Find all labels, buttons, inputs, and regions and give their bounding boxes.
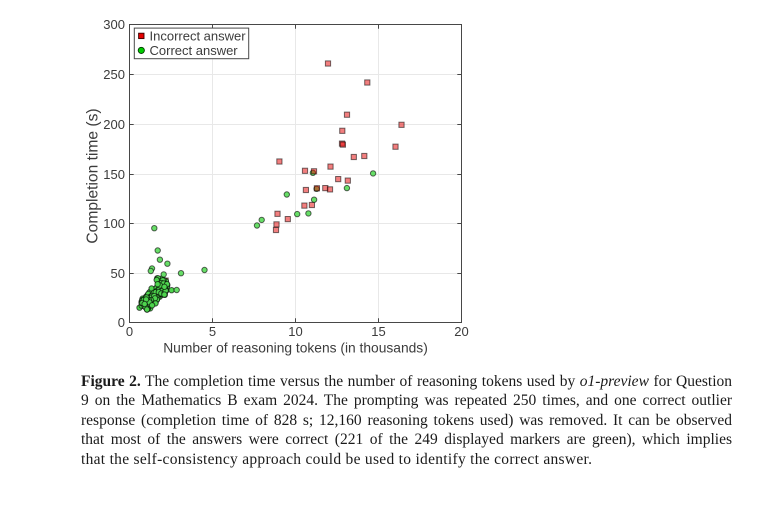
svg-text:Correct answer: Correct answer <box>150 43 239 58</box>
svg-text:250: 250 <box>103 67 125 82</box>
svg-text:5: 5 <box>209 324 216 339</box>
svg-text:15: 15 <box>371 324 385 339</box>
svg-text:0: 0 <box>126 324 133 339</box>
svg-text:Completion time (s): Completion time (s) <box>85 108 102 243</box>
svg-text:Incorrect answer: Incorrect answer <box>150 29 247 44</box>
svg-text:20: 20 <box>454 324 468 339</box>
svg-text:Number of reasoning tokens (in: Number of reasoning tokens (in thousands… <box>163 341 428 356</box>
svg-text:0: 0 <box>118 315 125 330</box>
svg-text:150: 150 <box>103 167 125 182</box>
svg-text:10: 10 <box>288 324 302 339</box>
svg-text:200: 200 <box>103 117 125 132</box>
svg-text:50: 50 <box>111 266 125 281</box>
svg-text:100: 100 <box>103 216 125 231</box>
svg-text:300: 300 <box>103 17 125 32</box>
